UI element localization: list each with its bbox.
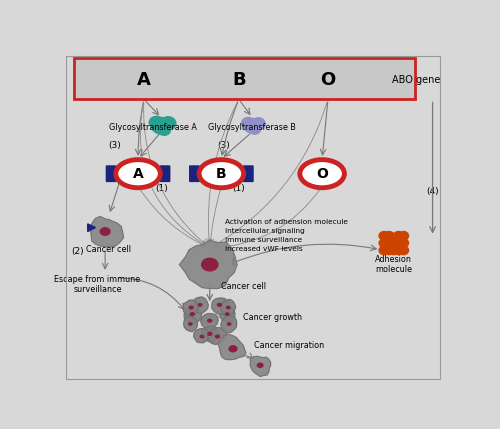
Ellipse shape bbox=[256, 363, 264, 368]
Polygon shape bbox=[250, 356, 270, 377]
Polygon shape bbox=[184, 316, 198, 332]
Text: A: A bbox=[137, 70, 151, 88]
Polygon shape bbox=[184, 305, 202, 323]
Text: B: B bbox=[216, 167, 226, 181]
Ellipse shape bbox=[300, 160, 344, 188]
Circle shape bbox=[398, 232, 408, 240]
Circle shape bbox=[389, 246, 399, 255]
Text: (3): (3) bbox=[108, 141, 121, 150]
Circle shape bbox=[379, 239, 389, 248]
Text: A: A bbox=[132, 167, 143, 181]
Circle shape bbox=[394, 246, 404, 255]
Polygon shape bbox=[202, 326, 220, 343]
Ellipse shape bbox=[116, 160, 160, 188]
Text: (3): (3) bbox=[217, 141, 230, 150]
Circle shape bbox=[379, 232, 389, 240]
Ellipse shape bbox=[207, 319, 212, 323]
Circle shape bbox=[394, 232, 404, 240]
Circle shape bbox=[152, 118, 171, 134]
Text: Cancer growth: Cancer growth bbox=[242, 313, 302, 322]
Polygon shape bbox=[200, 314, 218, 329]
FancyBboxPatch shape bbox=[106, 165, 117, 182]
Circle shape bbox=[160, 117, 176, 130]
Circle shape bbox=[244, 118, 261, 133]
Ellipse shape bbox=[201, 257, 218, 272]
Text: Immune surveillance: Immune surveillance bbox=[225, 237, 302, 243]
Polygon shape bbox=[218, 334, 246, 360]
Polygon shape bbox=[88, 224, 96, 232]
Polygon shape bbox=[90, 217, 124, 247]
FancyBboxPatch shape bbox=[160, 165, 170, 182]
Circle shape bbox=[389, 239, 399, 248]
Ellipse shape bbox=[215, 335, 220, 338]
Text: O: O bbox=[316, 167, 328, 181]
Text: Glycosyltransferase A: Glycosyltransferase A bbox=[109, 123, 197, 132]
Polygon shape bbox=[194, 297, 208, 313]
Text: (1): (1) bbox=[155, 184, 168, 193]
Ellipse shape bbox=[188, 322, 193, 326]
Ellipse shape bbox=[224, 312, 230, 316]
Ellipse shape bbox=[200, 335, 204, 338]
Circle shape bbox=[384, 232, 394, 240]
Text: (4): (4) bbox=[426, 187, 439, 196]
Circle shape bbox=[242, 118, 254, 128]
Circle shape bbox=[398, 246, 408, 255]
Polygon shape bbox=[208, 328, 227, 344]
Text: Cancer cell: Cancer cell bbox=[86, 245, 132, 254]
Polygon shape bbox=[194, 329, 210, 343]
Polygon shape bbox=[183, 300, 198, 315]
Ellipse shape bbox=[228, 345, 237, 353]
Ellipse shape bbox=[207, 332, 212, 336]
Polygon shape bbox=[221, 316, 236, 333]
Ellipse shape bbox=[198, 303, 202, 307]
Polygon shape bbox=[220, 307, 235, 322]
Polygon shape bbox=[220, 299, 236, 315]
Text: (1): (1) bbox=[232, 184, 245, 193]
Text: Escape from immune
surveillance: Escape from immune surveillance bbox=[54, 275, 140, 294]
Circle shape bbox=[252, 118, 265, 130]
Ellipse shape bbox=[100, 227, 110, 236]
Text: Intercellular signaling: Intercellular signaling bbox=[225, 228, 305, 234]
FancyBboxPatch shape bbox=[243, 165, 254, 182]
Text: Cancer migration: Cancer migration bbox=[254, 341, 324, 350]
Text: Glycosyltransferase B: Glycosyltransferase B bbox=[208, 123, 296, 132]
Circle shape bbox=[384, 246, 394, 255]
Polygon shape bbox=[180, 240, 237, 289]
Text: B: B bbox=[232, 70, 245, 88]
Text: O: O bbox=[320, 70, 336, 88]
Text: Adhesion
molecule: Adhesion molecule bbox=[376, 255, 412, 274]
Ellipse shape bbox=[190, 312, 195, 316]
Circle shape bbox=[158, 124, 170, 135]
Text: Increased vWF levels: Increased vWF levels bbox=[225, 246, 303, 252]
Circle shape bbox=[250, 125, 260, 134]
FancyBboxPatch shape bbox=[74, 58, 415, 100]
FancyBboxPatch shape bbox=[189, 165, 200, 182]
Ellipse shape bbox=[226, 322, 232, 326]
Text: (2): (2) bbox=[72, 247, 85, 256]
Circle shape bbox=[379, 246, 389, 255]
Polygon shape bbox=[212, 298, 229, 315]
Ellipse shape bbox=[188, 305, 194, 309]
Ellipse shape bbox=[226, 305, 231, 309]
Text: Cancer cell: Cancer cell bbox=[222, 281, 266, 290]
Circle shape bbox=[398, 239, 408, 248]
Ellipse shape bbox=[216, 303, 222, 307]
Circle shape bbox=[149, 116, 164, 129]
Text: Activation of adhension molecule: Activation of adhension molecule bbox=[225, 219, 348, 225]
Text: ABO gene: ABO gene bbox=[392, 75, 440, 85]
Ellipse shape bbox=[199, 160, 244, 188]
